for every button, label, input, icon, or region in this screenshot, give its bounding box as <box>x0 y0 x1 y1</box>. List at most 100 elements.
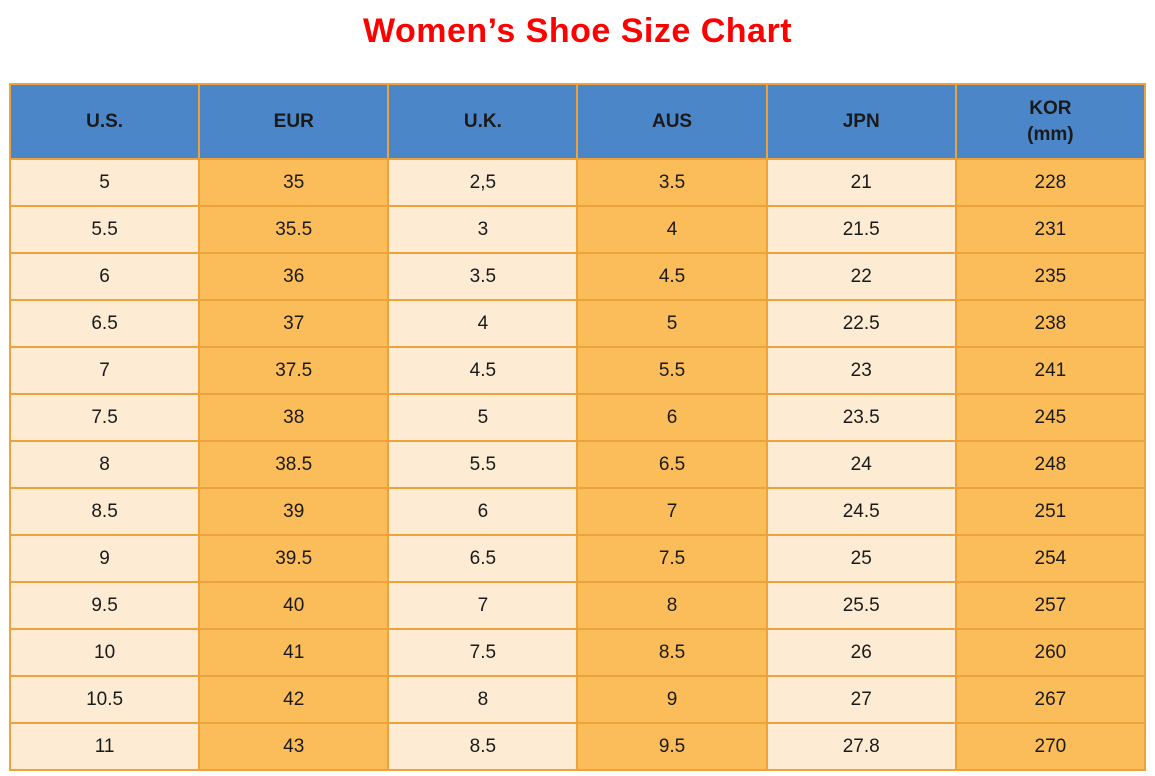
header-kor-unit: (mm) <box>1027 123 1074 145</box>
table-row: 9.5 40 7 8 25.5 257 <box>8 581 1147 630</box>
table-cell: 4 <box>387 299 579 348</box>
table-cell: 10 <box>8 628 201 677</box>
table-cell: 38.5 <box>198 440 390 489</box>
table-cell: 23.5 <box>765 393 957 442</box>
table-cell: 43 <box>198 722 390 771</box>
table-cell: 5.5 <box>576 346 768 395</box>
table-cell: 6 <box>8 252 201 301</box>
table-cell: 7.5 <box>387 628 579 677</box>
table-cell: 7.5 <box>8 393 201 442</box>
table-cell: 40 <box>198 581 390 630</box>
table-cell: 24.5 <box>765 487 957 536</box>
header-jpn: JPN <box>765 83 957 160</box>
table-row: 6.5 37 4 5 22.5 238 <box>8 299 1147 348</box>
table-cell: 35.5 <box>198 205 390 254</box>
table-row: 11 43 8.5 9.5 27.8 270 <box>8 722 1147 771</box>
table-cell: 38 <box>198 393 390 442</box>
table-row: 7.5 38 5 6 23.5 245 <box>8 393 1147 442</box>
table-cell: 238 <box>954 299 1147 348</box>
table-cell: 11 <box>8 722 201 771</box>
table-cell: 6.5 <box>387 534 579 583</box>
table-cell: 257 <box>954 581 1147 630</box>
header-kor-label: KOR <box>1029 97 1072 119</box>
table-row: 10 41 7.5 8.5 26 260 <box>8 628 1147 677</box>
header-kor: KOR (mm) <box>954 83 1147 160</box>
table-cell: 5.5 <box>387 440 579 489</box>
header-aus: AUS <box>576 83 768 160</box>
table-cell: 4 <box>576 205 768 254</box>
table-cell: 235 <box>954 252 1147 301</box>
table-cell: 22 <box>765 252 957 301</box>
table-row: 8 38.5 5.5 6.5 24 248 <box>8 440 1147 489</box>
table-row: 6 36 3.5 4.5 22 235 <box>8 252 1147 301</box>
shoe-size-table: U.S. EUR U.K. AUS JPN KOR (mm) 5 35 2,5 3.5… <box>8 83 1147 771</box>
table-cell: 228 <box>954 158 1147 207</box>
table-cell: 4.5 <box>387 346 579 395</box>
table-cell: 41 <box>198 628 390 677</box>
page: Women’s Shoe Size Chart U.S. EUR U.K. AU… <box>0 10 1155 776</box>
table-cell: 231 <box>954 205 1147 254</box>
table-row: 5.5 35.5 3 4 21.5 231 <box>8 205 1147 254</box>
table-cell: 35 <box>198 158 390 207</box>
table-row: 10.5 42 8 9 27 267 <box>8 675 1147 724</box>
table-cell: 36 <box>198 252 390 301</box>
table-cell: 270 <box>954 722 1147 771</box>
table-cell: 7 <box>8 346 201 395</box>
table-cell: 2,5 <box>387 158 579 207</box>
table-cell: 248 <box>954 440 1147 489</box>
table-cell: 267 <box>954 675 1147 724</box>
table-cell: 9.5 <box>576 722 768 771</box>
table-cell: 24 <box>765 440 957 489</box>
table-cell: 7 <box>576 487 768 536</box>
table-cell: 8 <box>387 675 579 724</box>
table-cell: 8.5 <box>387 722 579 771</box>
table-cell: 26 <box>765 628 957 677</box>
table-cell: 260 <box>954 628 1147 677</box>
table-cell: 9 <box>8 534 201 583</box>
table-cell: 5 <box>576 299 768 348</box>
table-cell: 9 <box>576 675 768 724</box>
table-cell: 42 <box>198 675 390 724</box>
header-uk: U.K. <box>387 83 579 160</box>
table-row: 5 35 2,5 3.5 21 228 <box>8 158 1147 207</box>
table-cell: 5.5 <box>8 205 201 254</box>
table-cell: 9.5 <box>8 581 201 630</box>
table-cell: 37 <box>198 299 390 348</box>
table-cell: 8 <box>576 581 768 630</box>
table-cell: 27.8 <box>765 722 957 771</box>
table-body: 5 35 2,5 3.5 21 228 5.5 35.5 3 4 21.5 231 6 36 3.5 4.5 2… <box>8 158 1147 771</box>
table-cell: 5 <box>8 158 201 207</box>
table-cell: 25 <box>765 534 957 583</box>
table-cell: 37.5 <box>198 346 390 395</box>
table-cell: 39 <box>198 487 390 536</box>
table-cell: 7.5 <box>576 534 768 583</box>
table-cell: 3 <box>387 205 579 254</box>
header-eur: EUR <box>198 83 390 160</box>
table-row: 9 39.5 6.5 7.5 25 254 <box>8 534 1147 583</box>
table-cell: 8 <box>8 440 201 489</box>
table-cell: 5 <box>387 393 579 442</box>
header-row: U.S. EUR U.K. AUS JPN KOR (mm) <box>8 83 1147 160</box>
table-cell: 254 <box>954 534 1147 583</box>
header-us: U.S. <box>8 83 201 160</box>
table-cell: 23 <box>765 346 957 395</box>
table-cell: 3.5 <box>576 158 768 207</box>
table-cell: 22.5 <box>765 299 957 348</box>
table-cell: 8.5 <box>576 628 768 677</box>
table-cell: 6 <box>387 487 579 536</box>
table-cell: 6.5 <box>576 440 768 489</box>
table-cell: 4.5 <box>576 252 768 301</box>
table-cell: 245 <box>954 393 1147 442</box>
table-cell: 10.5 <box>8 675 201 724</box>
table-cell: 27 <box>765 675 957 724</box>
table-row: 7 37.5 4.5 5.5 23 241 <box>8 346 1147 395</box>
table-cell: 6 <box>576 393 768 442</box>
table-cell: 241 <box>954 346 1147 395</box>
table-cell: 25.5 <box>765 581 957 630</box>
page-title: Women’s Shoe Size Chart <box>362 12 793 50</box>
table-cell: 39.5 <box>198 534 390 583</box>
table-cell: 21 <box>765 158 957 207</box>
table-cell: 251 <box>954 487 1147 536</box>
table-cell: 3.5 <box>387 252 579 301</box>
table-cell: 21.5 <box>765 205 957 254</box>
